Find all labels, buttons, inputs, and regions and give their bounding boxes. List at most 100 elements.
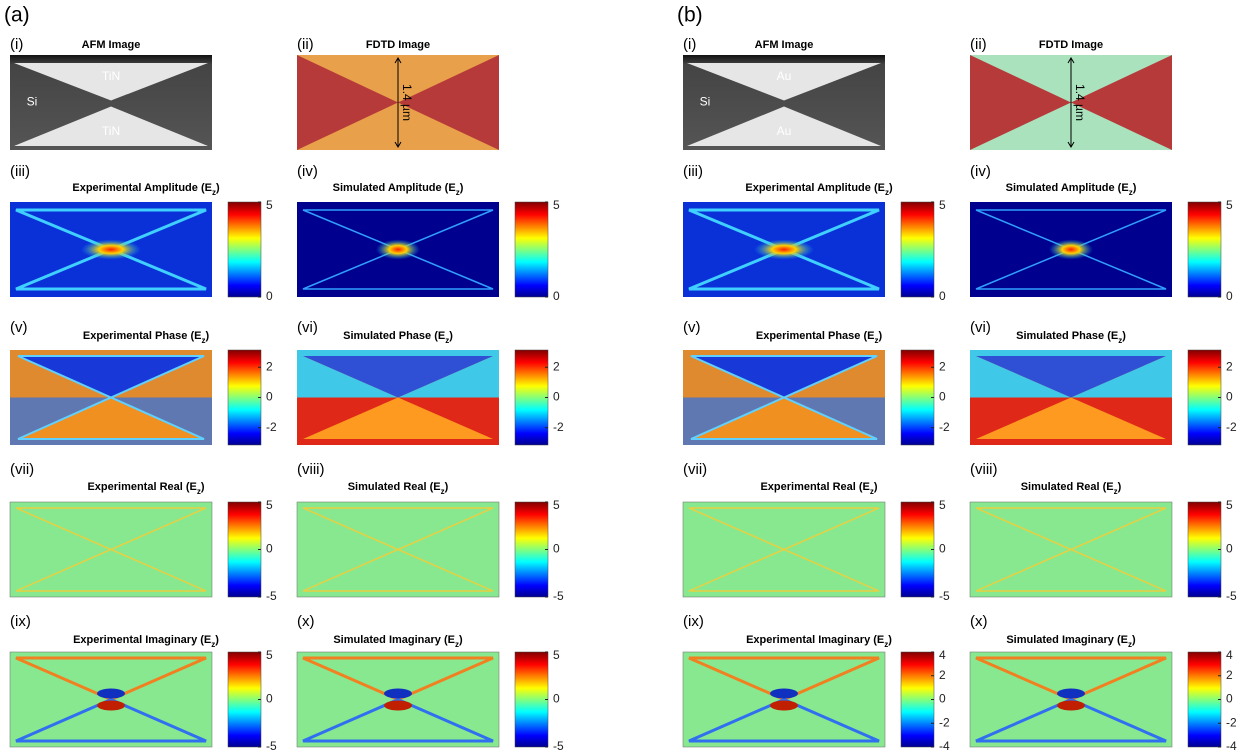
colorbar-tick-label: 2 [1226, 668, 1233, 682]
panel-title: Simulated Amplitude (Ez) [1006, 182, 1137, 197]
group-label: (a) [4, 4, 30, 27]
colorbar-tick-label: -5 [553, 739, 564, 753]
panel-label: (vi) [297, 319, 318, 336]
title-text: Simulated Phase (E [1016, 330, 1118, 342]
panel: (viii)Simulated Real (Ez)50-5 [970, 461, 1237, 603]
colorbar-tick-label: 0 [1226, 390, 1233, 404]
panel-label: (iii) [683, 163, 703, 180]
title-text: Simulated Imaginary (E [1006, 634, 1128, 646]
colorbar-tick-label: -5 [1226, 589, 1237, 603]
colorbar-tick-label: 5 [553, 498, 560, 512]
panel-title: Experimental Phase (Ez) [756, 330, 883, 345]
title-end: ) [874, 481, 878, 493]
colorbar-tick-label: 5 [266, 498, 273, 512]
panel: (vi)Simulated Phase (Ez)20-2 [970, 319, 1237, 445]
colorbar-tick-label: 0 [266, 692, 273, 706]
colorbar-tick-label: 0 [266, 542, 273, 556]
colorbar [515, 350, 548, 445]
image-label: Au [777, 124, 792, 138]
colorbar-tick-label: -4 [1226, 739, 1237, 753]
colorbar-tick-label: -2 [553, 420, 564, 434]
panel-title: Simulated Phase (Ez) [343, 330, 453, 345]
image-label: TiN [102, 124, 120, 138]
panel-title: Simulated Real (Ez) [348, 481, 449, 496]
title-end: ) [888, 634, 892, 646]
title-end: ) [216, 182, 220, 194]
image-label: Si [27, 95, 38, 109]
colorbar-tick-label: 5 [1226, 198, 1233, 212]
panel: (ix)Experimental Imaginary (Ez)50-5 [10, 613, 277, 753]
title-text: Simulated Imaginary (E [333, 634, 455, 646]
title-text: Simulated Amplitude (E [1006, 182, 1129, 194]
title-end: ) [889, 182, 893, 194]
panel: (ix)Experimental Imaginary (Ez)420-2-4 [683, 613, 950, 753]
colorbar [901, 202, 934, 297]
image-label: Au [777, 69, 792, 83]
colorbar [228, 202, 261, 297]
panel-label: (i) [683, 36, 696, 53]
panel: (vii)Experimental Real (Ez)50-5 [683, 461, 950, 603]
panel-label: (iii) [10, 163, 30, 180]
colorbar-tick-label: 0 [1226, 289, 1233, 303]
colorbar-tick-label: 0 [553, 542, 560, 556]
panel-title: Experimental Imaginary (Ez) [73, 634, 219, 649]
panel: (iii)Experimental Amplitude (Ez)50 [10, 163, 273, 303]
spot [97, 689, 125, 699]
colorbar [515, 202, 548, 297]
hot-spot [754, 240, 814, 260]
colorbar-tick-label: 0 [939, 390, 946, 404]
panel-title: Experimental Amplitude (Ez) [745, 182, 893, 197]
title-end: ) [1133, 182, 1137, 194]
panel: (iv)Simulated Amplitude (Ez)50 [297, 163, 560, 303]
colorbar-tick-label: -5 [266, 739, 277, 753]
colorbar-tick-label: -2 [266, 420, 277, 434]
hot-spot [376, 240, 420, 260]
colorbar-tick-label: -2 [1226, 420, 1237, 434]
colorbar [901, 350, 934, 445]
panel: (ii)FDTD Image1.4 µm [970, 36, 1172, 150]
panel-title: Experimental Imaginary (Ez) [746, 634, 892, 649]
title-end: ) [201, 481, 205, 493]
panel-label: (iv) [970, 163, 991, 180]
colorbar-tick-label: 0 [939, 542, 946, 556]
colorbar-tick-label: 0 [939, 692, 946, 706]
panel: (vii)Experimental Real (Ez)50-5 [10, 461, 277, 603]
panel-title: AFM Image [755, 39, 814, 51]
colorbar [901, 652, 934, 747]
title-text: Experimental Amplitude (E [745, 182, 885, 194]
colorbar [228, 502, 261, 597]
title-end: ) [1122, 330, 1126, 342]
colorbar-tick-label: -2 [939, 715, 950, 729]
title-end: ) [459, 634, 463, 646]
title-end: ) [205, 330, 209, 342]
panel-label: (x) [970, 613, 988, 630]
colorbar-tick-label: 0 [939, 289, 946, 303]
figure: (a)(i)AFM ImageTiNSiTiN(ii)FDTD Image1.4… [0, 0, 1245, 755]
colorbar-tick-label: 2 [1226, 359, 1233, 373]
colorbar-tick-label: 0 [553, 289, 560, 303]
colorbar [515, 502, 548, 597]
panel-title: Experimental Amplitude (Ez) [72, 182, 220, 197]
panel: (iii)Experimental Amplitude (Ez)50 [683, 163, 946, 303]
panel-label: (ix) [683, 613, 704, 630]
group-label: (b) [677, 4, 703, 27]
panel-label: (x) [297, 613, 315, 630]
dimension-label: 1.4 µm [1073, 84, 1087, 121]
title-end: ) [445, 481, 449, 493]
title-text: Simulated Real (E [348, 481, 441, 493]
panel-title: AFM Image [82, 39, 141, 51]
title-text: Experimental Real (E [87, 481, 196, 493]
spot [384, 689, 412, 699]
title-end: ) [1118, 481, 1122, 493]
title-text: AFM Image [82, 39, 141, 51]
panel-title: Simulated Real (Ez) [1021, 481, 1122, 496]
title-end: ) [460, 182, 464, 194]
colorbar-tick-label: 5 [266, 198, 273, 212]
panel-title: Simulated Imaginary (Ez) [333, 634, 463, 649]
colorbar-tick-label: 5 [553, 198, 560, 212]
title-text: Experimental Imaginary (E [73, 634, 211, 646]
colorbar-tick-label: 2 [939, 359, 946, 373]
